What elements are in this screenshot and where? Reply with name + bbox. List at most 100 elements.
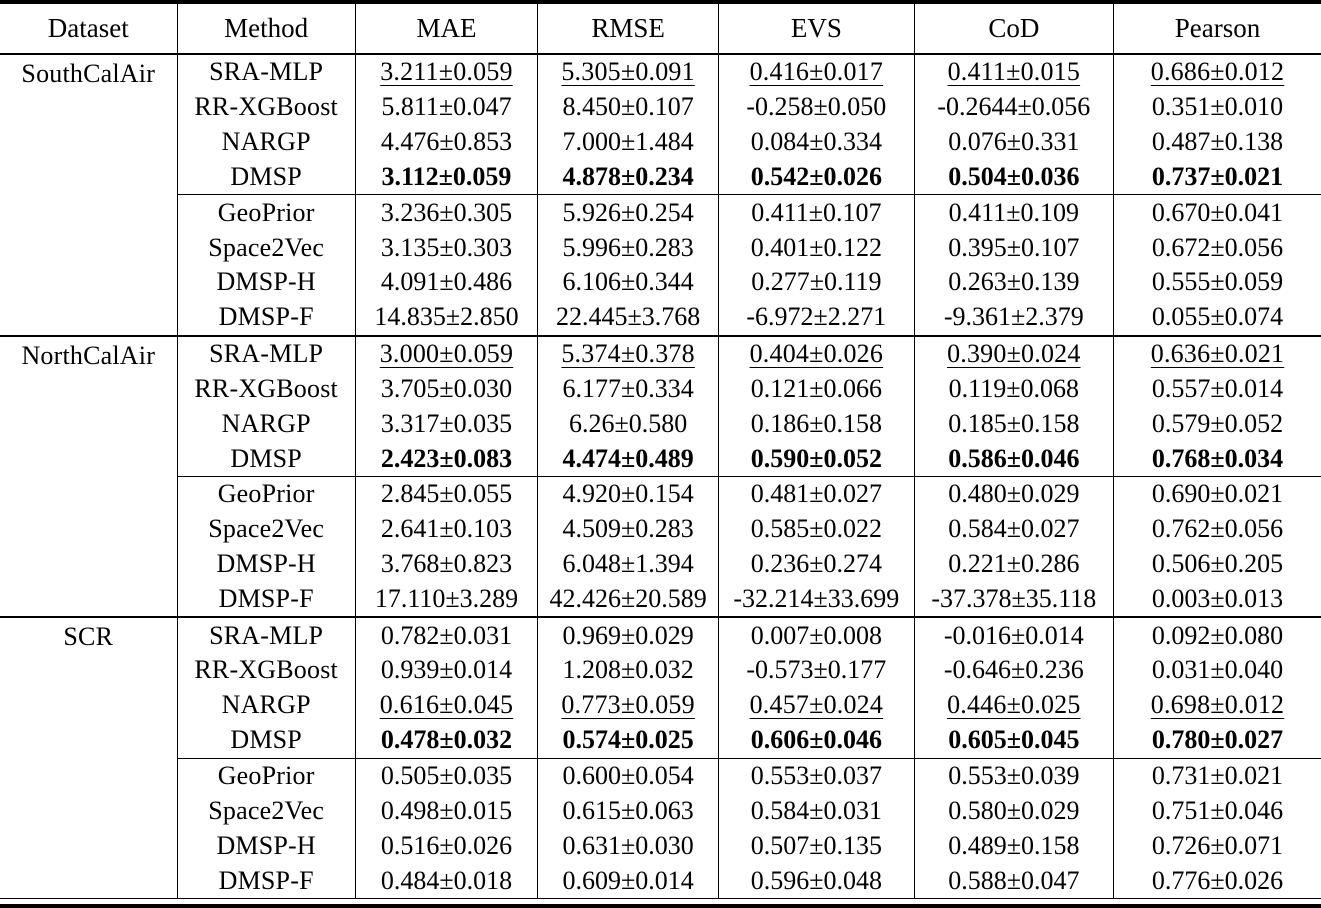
metric-cell: 0.574±0.025 — [537, 722, 719, 759]
method-cell: RR-XGBoost — [176, 653, 356, 688]
table-row: DMSP-H 4.091±0.486 6.106±0.344 0.277±0.119 0… — [0, 264, 1321, 300]
metric-cell: 0.390±0.024 — [913, 334, 1114, 372]
metric-cell: 0.277±0.119 — [718, 264, 915, 300]
table-row: Space2Vec 0.498±0.015 0.615±0.063 0.584±0.0… — [0, 793, 1321, 829]
metric-cell: 0.507±0.135 — [718, 828, 915, 864]
metric-cell: 0.555±0.059 — [1113, 264, 1321, 300]
table-row: NARGP 4.476±0.853 7.000±1.484 0.084±0.334 0.… — [0, 124, 1321, 160]
metric-cell: 6.048±1.394 — [537, 546, 719, 582]
metric-cell: 0.615±0.063 — [537, 793, 719, 829]
metric-cell: 42.426±20.589 — [537, 581, 719, 618]
metric-cell: 0.670±0.041 — [1113, 194, 1321, 231]
metric-cell: 0.726±0.071 — [1113, 828, 1321, 864]
method-cell: DMSP — [176, 441, 356, 477]
table-row: RR-XGBoost 0.939±0.014 1.208±0.032 -0.573±0… — [0, 653, 1321, 688]
metric-cell: 0.605±0.045 — [913, 722, 1114, 759]
metric-cell: 5.811±0.047 — [354, 89, 538, 125]
column-header-cod: CoD — [913, 4, 1114, 55]
table-row: DMSP-F 17.110±3.289 42.426±20.589 -32.214±3… — [0, 581, 1321, 618]
table-row: NorthCalAir SRA-MLP 3.000±0.059 5.374±0.378… — [0, 334, 1321, 618]
metric-cell: 0.542±0.026 — [718, 159, 915, 195]
table-row: NARGP 0.616±0.045 0.773±0.059 0.457±0.024 0.… — [0, 687, 1321, 723]
method-cell: GeoPrior — [176, 475, 356, 512]
table-row: NARGP 3.317±0.035 6.26±0.580 0.186±0.158 0.1… — [0, 406, 1321, 442]
table-row: DMSP-H 0.516±0.026 0.631±0.030 0.507±0.135 0… — [0, 828, 1321, 864]
metric-cell: 0.236±0.274 — [718, 546, 915, 582]
metric-cell: 0.505±0.035 — [354, 757, 538, 794]
metric-cell: 0.939±0.014 — [354, 653, 538, 688]
method-cell: DMSP — [176, 159, 356, 195]
method-cell: SRA-MLP — [176, 334, 356, 372]
metric-cell: 0.489±0.158 — [913, 828, 1114, 864]
metric-cell: 17.110±3.289 — [354, 581, 538, 618]
table-row: DMSP 0.478±0.032 0.574±0.025 0.606±0.046 0.6… — [0, 722, 1321, 759]
metric-cell: 0.596±0.048 — [718, 863, 915, 899]
metric-cell: 0.579±0.052 — [1113, 406, 1321, 442]
metric-cell: 0.600±0.054 — [537, 757, 719, 794]
metric-cell: 4.920±0.154 — [537, 475, 719, 512]
metric-cell: 0.782±0.031 — [354, 616, 538, 654]
metric-cell: -0.2644±0.056 — [913, 89, 1114, 125]
method-cell: NARGP — [176, 124, 356, 160]
table-row: RR-XGBoost 3.705±0.030 6.177±0.334 0.121±0.… — [0, 371, 1321, 407]
metric-cell: 3.000±0.059 — [354, 334, 538, 372]
metric-cell: 2.845±0.055 — [354, 475, 538, 512]
metric-cell: 0.221±0.286 — [913, 546, 1114, 582]
metric-cell: 0.506±0.205 — [1113, 546, 1321, 582]
table-row: RR-XGBoost 5.811±0.047 8.450±0.107 -0.258±0… — [0, 89, 1321, 125]
metric-cell: 0.780±0.027 — [1113, 722, 1321, 759]
metric-cell: 0.446±0.025 — [913, 687, 1114, 723]
metric-cell: 0.698±0.012 — [1113, 687, 1321, 723]
metric-cell: 0.586±0.046 — [913, 441, 1114, 477]
column-header-evs: EVS — [718, 4, 915, 55]
header-row: Dataset Method MAE RMSE EVS CoD Pearson — [0, 4, 1321, 55]
metric-cell: 5.926±0.254 — [537, 194, 719, 231]
method-cell: DMSP-H — [176, 546, 356, 582]
metric-cell: 2.641±0.103 — [354, 511, 538, 547]
metric-cell: 0.776±0.026 — [1113, 863, 1321, 899]
method-cell: RR-XGBoost — [176, 371, 356, 407]
metric-cell: 4.091±0.486 — [354, 264, 538, 300]
metric-cell: 0.616±0.045 — [354, 687, 538, 723]
table-row: Space2Vec 3.135±0.303 5.996±0.283 0.401±0.1… — [0, 230, 1321, 265]
results-table: Dataset Method MAE RMSE EVS CoD Pearson … — [0, 4, 1321, 899]
metric-cell: 1.208±0.032 — [537, 653, 719, 688]
metric-cell: 22.445±3.768 — [537, 299, 719, 336]
column-header-rmse: RMSE — [537, 4, 719, 55]
metric-cell: 0.731±0.021 — [1113, 757, 1321, 794]
metric-cell: 0.401±0.122 — [718, 230, 915, 265]
table-row: Space2Vec 2.641±0.103 4.509±0.283 0.585±0.0… — [0, 511, 1321, 547]
metric-cell: 0.351±0.010 — [1113, 89, 1321, 125]
metric-cell: 4.474±0.489 — [537, 441, 719, 477]
metric-cell: 0.969±0.029 — [537, 616, 719, 654]
metric-cell: -0.573±0.177 — [718, 653, 915, 688]
metric-cell: 0.584±0.031 — [718, 793, 915, 829]
dataset-cell: SCR — [0, 616, 177, 899]
metric-cell: 0.480±0.029 — [913, 475, 1114, 512]
metric-cell: 5.305±0.091 — [537, 53, 719, 90]
metric-cell: 0.007±0.008 — [718, 616, 915, 654]
metric-cell: 6.106±0.344 — [537, 264, 719, 300]
table-header: Dataset Method MAE RMSE EVS CoD Pearson — [0, 4, 1321, 55]
metric-cell: 0.590±0.052 — [718, 441, 915, 477]
method-cell: Space2Vec — [176, 793, 356, 829]
column-header-method: Method — [176, 4, 356, 55]
metric-cell: 0.636±0.021 — [1113, 334, 1321, 372]
method-cell: NARGP — [176, 687, 356, 723]
method-cell: DMSP-H — [176, 828, 356, 864]
metric-cell: 3.211±0.059 — [354, 53, 538, 90]
metric-cell: 3.768±0.823 — [354, 546, 538, 582]
metric-cell: 0.557±0.014 — [1113, 371, 1321, 407]
metric-cell: 2.423±0.083 — [354, 441, 538, 477]
metric-cell: 6.26±0.580 — [537, 406, 719, 442]
metric-cell: 0.631±0.030 — [537, 828, 719, 864]
metric-cell: -37.378±35.118 — [913, 581, 1114, 618]
results-table-body: SouthCalAir SRA-MLP 3.211±0.059 5.305±0.091… — [0, 53, 1321, 899]
metric-cell: 0.609±0.014 — [537, 863, 719, 899]
method-cell: SRA-MLP — [176, 53, 356, 90]
table-row: GeoPrior 2.845±0.055 4.920±0.154 0.481±0.02… — [0, 475, 1321, 512]
metric-cell: 0.395±0.107 — [913, 230, 1114, 265]
metric-cell: 0.411±0.107 — [718, 194, 915, 231]
metric-cell: 5.374±0.378 — [537, 334, 719, 372]
